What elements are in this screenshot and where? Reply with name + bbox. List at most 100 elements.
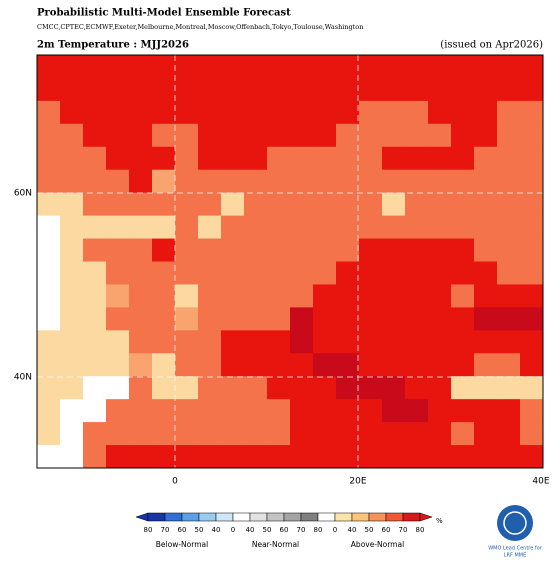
colorbar-box [334,512,353,522]
map-cell [37,376,61,400]
colorbar-tick-label: 40 [212,526,221,534]
map-cell [520,192,544,217]
map-cell [405,307,429,331]
map-cell [83,445,107,469]
map-cell [37,261,61,285]
map-cell [83,353,107,377]
map-cell [382,123,406,148]
map-cell [106,169,130,194]
map-cell [60,77,84,102]
colorbar-tick-label: 40 [348,526,357,534]
map-cell [60,376,84,400]
map-cell [198,192,222,217]
map-cell [336,284,360,308]
colorbar: 80 70 60 50 40 Below-Normal 0 40 50 60 70 80 Near-No… [135,512,443,549]
map-cell [83,376,107,400]
map-cell [428,307,452,331]
map-cell [106,100,130,125]
map-cell [451,146,475,171]
map-cell [221,376,245,400]
map-cell [152,169,176,194]
map-cell [520,353,544,377]
map-cell [405,146,429,171]
map-cell [428,77,452,102]
map-cell [474,330,498,354]
map-cell [129,422,153,446]
map-cell [336,399,360,423]
title: Probabilistic Multi-Model Ensemble Forec… [37,8,291,19]
map-cell [106,422,130,446]
map-cell [221,55,245,79]
map-cell [497,353,521,377]
colorbar-box [368,512,387,522]
map-cell [244,422,268,446]
map-cell [83,284,107,308]
map-cell [60,330,84,354]
map-cell [267,55,291,79]
map-cell [451,77,475,102]
logo-text: WMO Lead Centre for [488,546,543,552]
map-cell [83,238,107,262]
map-cell [175,399,199,423]
map-cell [451,215,475,240]
colorbar-box [198,512,217,522]
map-cell [336,238,360,262]
colorbar-box [147,512,166,522]
map-cell [451,376,475,400]
map-cell [106,215,130,240]
map-cell [405,353,429,377]
map-cell [60,307,84,331]
map-cell [336,146,360,171]
colorbar-box [164,512,183,522]
colorbar-box [181,512,200,522]
map-cell [474,307,498,331]
map-cell [221,445,245,469]
colorbar-box [300,512,319,522]
map-cell [451,330,475,354]
map-cell [267,169,291,194]
map-cell [497,100,521,125]
map-cell [60,238,84,262]
map-cell [451,169,475,194]
colorbar-tick-label: 60 [178,526,187,534]
map-cell [244,284,268,308]
map-cell [290,284,314,308]
colorbar-tick-label: 50 [195,526,204,534]
map-cell [152,399,176,423]
colorbar-box [215,512,234,522]
map-cell [198,307,222,331]
lon-label: 0 [172,477,178,487]
colorbar-group-label: Above-Normal [351,540,404,549]
map-cell [37,307,61,331]
colorbar-group-label: Below-Normal [156,540,208,549]
map-cell [60,215,84,240]
map-cell [106,146,130,171]
map-cell [244,445,268,469]
map-cell [221,330,245,354]
issued: (issued on Apr2026) [440,40,543,51]
map-cell [198,77,222,102]
map-cell [221,100,245,125]
map-cell [336,445,360,469]
models: CMCC,CPTEC,ECMWF,Exeter,Melbourne,Montre… [37,23,363,31]
map-cell [175,146,199,171]
map-cell [37,55,61,79]
map-cell [267,215,291,240]
map-cell [520,422,544,446]
map-cell [382,77,406,102]
map-cell [152,192,176,217]
map-cell [336,77,360,102]
map-cell [428,399,452,423]
map-cell [336,376,360,400]
map-cell [290,55,314,79]
map-cell [152,261,176,285]
map-cell [152,376,176,400]
map-cell [474,376,498,400]
logo-globe [503,511,527,535]
map-cell [198,123,222,148]
map-cell [129,77,153,102]
map-cell [451,192,475,217]
map-cell [106,55,130,79]
map-cell [497,55,521,79]
map-cell [244,261,268,285]
